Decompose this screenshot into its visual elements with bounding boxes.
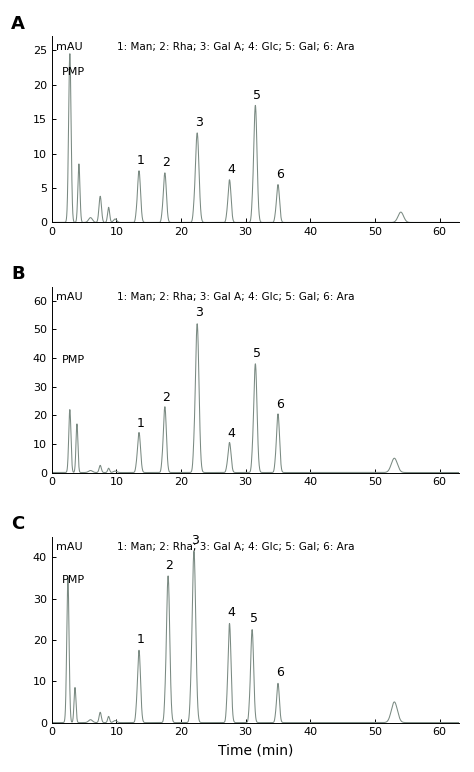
Text: 6: 6 xyxy=(276,398,284,411)
Text: 5: 5 xyxy=(249,612,257,625)
Text: 4: 4 xyxy=(227,427,235,439)
Text: A: A xyxy=(11,15,25,32)
Text: 4: 4 xyxy=(227,164,235,176)
Text: 5: 5 xyxy=(253,89,261,102)
Text: mAU: mAU xyxy=(56,42,82,52)
Text: 6: 6 xyxy=(276,666,284,679)
Text: PMP: PMP xyxy=(62,354,84,364)
Text: C: C xyxy=(11,515,24,533)
Text: 2: 2 xyxy=(162,157,170,169)
Text: 1: 1 xyxy=(137,417,144,429)
X-axis label: Time (min): Time (min) xyxy=(218,743,293,757)
Text: 5: 5 xyxy=(253,347,261,360)
Text: 3: 3 xyxy=(195,306,202,320)
Text: 1: 1 xyxy=(137,154,144,168)
Text: B: B xyxy=(11,265,25,283)
Text: 1: Man; 2: Rha; 3: Gal A; 4: Glc; 5: Gal; 6: Ara: 1: Man; 2: Rha; 3: Gal A; 4: Glc; 5: Gal… xyxy=(117,292,355,302)
Text: 2: 2 xyxy=(162,391,170,404)
Text: 3: 3 xyxy=(195,117,202,130)
Text: 3: 3 xyxy=(191,534,199,547)
Text: mAU: mAU xyxy=(56,292,82,302)
Text: 1: Man; 2: Rha; 3: Gal A; 4: Glc; 5: Gal; 6: Ara: 1: Man; 2: Rha; 3: Gal A; 4: Glc; 5: Gal… xyxy=(117,42,355,52)
Text: PMP: PMP xyxy=(62,67,84,77)
Text: 1: 1 xyxy=(137,633,144,646)
Text: 4: 4 xyxy=(227,606,235,619)
Text: mAU: mAU xyxy=(56,542,82,552)
Text: 6: 6 xyxy=(276,168,284,181)
Text: 1: Man; 2: Rha; 3: Gal A; 4: Glc; 5: Gal; 6: Ara: 1: Man; 2: Rha; 3: Gal A; 4: Glc; 5: Gal… xyxy=(117,542,355,552)
Text: PMP: PMP xyxy=(62,575,84,585)
Text: 2: 2 xyxy=(165,559,173,572)
